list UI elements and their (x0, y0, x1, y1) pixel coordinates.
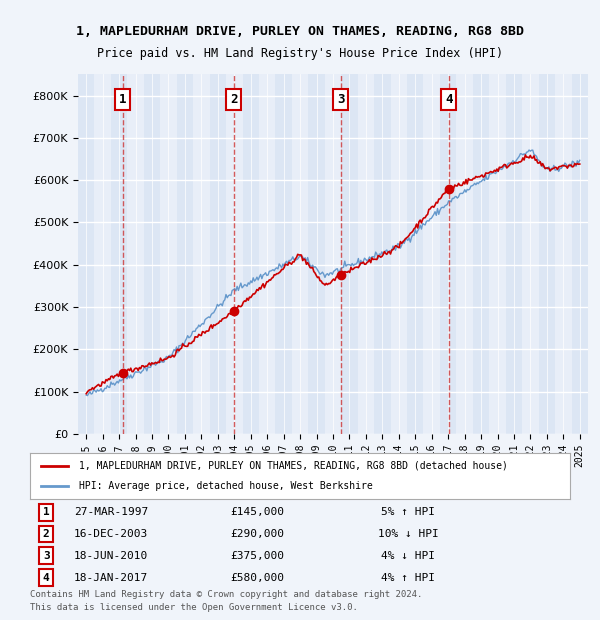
Bar (358, 74, 374, 434)
Bar (193, 74, 209, 434)
Bar (539, 74, 555, 434)
Bar (111, 74, 127, 434)
Text: £580,000: £580,000 (230, 572, 284, 583)
Text: 10% ↓ HPI: 10% ↓ HPI (377, 529, 439, 539)
Text: 3: 3 (43, 551, 50, 560)
Text: 4% ↑ HPI: 4% ↑ HPI (381, 572, 435, 583)
Text: 2: 2 (230, 93, 238, 106)
Bar (473, 74, 489, 434)
Bar (259, 74, 275, 434)
Bar (457, 74, 473, 434)
Bar (78, 74, 94, 434)
Bar (489, 74, 506, 434)
Bar (424, 74, 440, 434)
Text: 16-DEC-2003: 16-DEC-2003 (74, 529, 148, 539)
Bar (506, 74, 522, 434)
Text: 18-JUN-2010: 18-JUN-2010 (74, 551, 148, 560)
Bar (407, 74, 424, 434)
Bar (522, 74, 539, 434)
Bar (572, 74, 588, 434)
Text: 5% ↑ HPI: 5% ↑ HPI (381, 507, 435, 517)
Bar (374, 74, 391, 434)
Bar (325, 74, 341, 434)
Text: £290,000: £290,000 (230, 529, 284, 539)
Bar (127, 74, 144, 434)
Text: 2: 2 (43, 529, 50, 539)
Bar (440, 74, 457, 434)
Bar (242, 74, 259, 434)
Bar (341, 74, 358, 434)
Text: 1, MAPLEDURHAM DRIVE, PURLEY ON THAMES, READING, RG8 8BD (detached house): 1, MAPLEDURHAM DRIVE, PURLEY ON THAMES, … (79, 461, 508, 471)
Text: 1, MAPLEDURHAM DRIVE, PURLEY ON THAMES, READING, RG8 8BD: 1, MAPLEDURHAM DRIVE, PURLEY ON THAMES, … (76, 25, 524, 38)
Bar (555, 74, 572, 434)
Text: 4% ↓ HPI: 4% ↓ HPI (381, 551, 435, 560)
Text: Contains HM Land Registry data © Crown copyright and database right 2024.: Contains HM Land Registry data © Crown c… (30, 590, 422, 600)
Bar (94, 74, 111, 434)
Bar (308, 74, 325, 434)
Text: 27-MAR-1997: 27-MAR-1997 (74, 507, 148, 517)
Text: 4: 4 (43, 572, 50, 583)
Bar (226, 74, 242, 434)
Text: 3: 3 (337, 93, 344, 106)
Text: 1: 1 (119, 93, 127, 106)
Text: HPI: Average price, detached house, West Berkshire: HPI: Average price, detached house, West… (79, 481, 373, 491)
Bar (209, 74, 226, 434)
Text: 4: 4 (445, 93, 453, 106)
Text: 1: 1 (43, 507, 50, 517)
Text: £375,000: £375,000 (230, 551, 284, 560)
Bar (391, 74, 407, 434)
Bar (177, 74, 193, 434)
Bar (160, 74, 177, 434)
Text: Price paid vs. HM Land Registry's House Price Index (HPI): Price paid vs. HM Land Registry's House … (97, 46, 503, 60)
Bar (144, 74, 160, 434)
Text: £145,000: £145,000 (230, 507, 284, 517)
Bar (292, 74, 308, 434)
Bar (275, 74, 292, 434)
Text: 18-JAN-2017: 18-JAN-2017 (74, 572, 148, 583)
Text: This data is licensed under the Open Government Licence v3.0.: This data is licensed under the Open Gov… (30, 603, 358, 612)
